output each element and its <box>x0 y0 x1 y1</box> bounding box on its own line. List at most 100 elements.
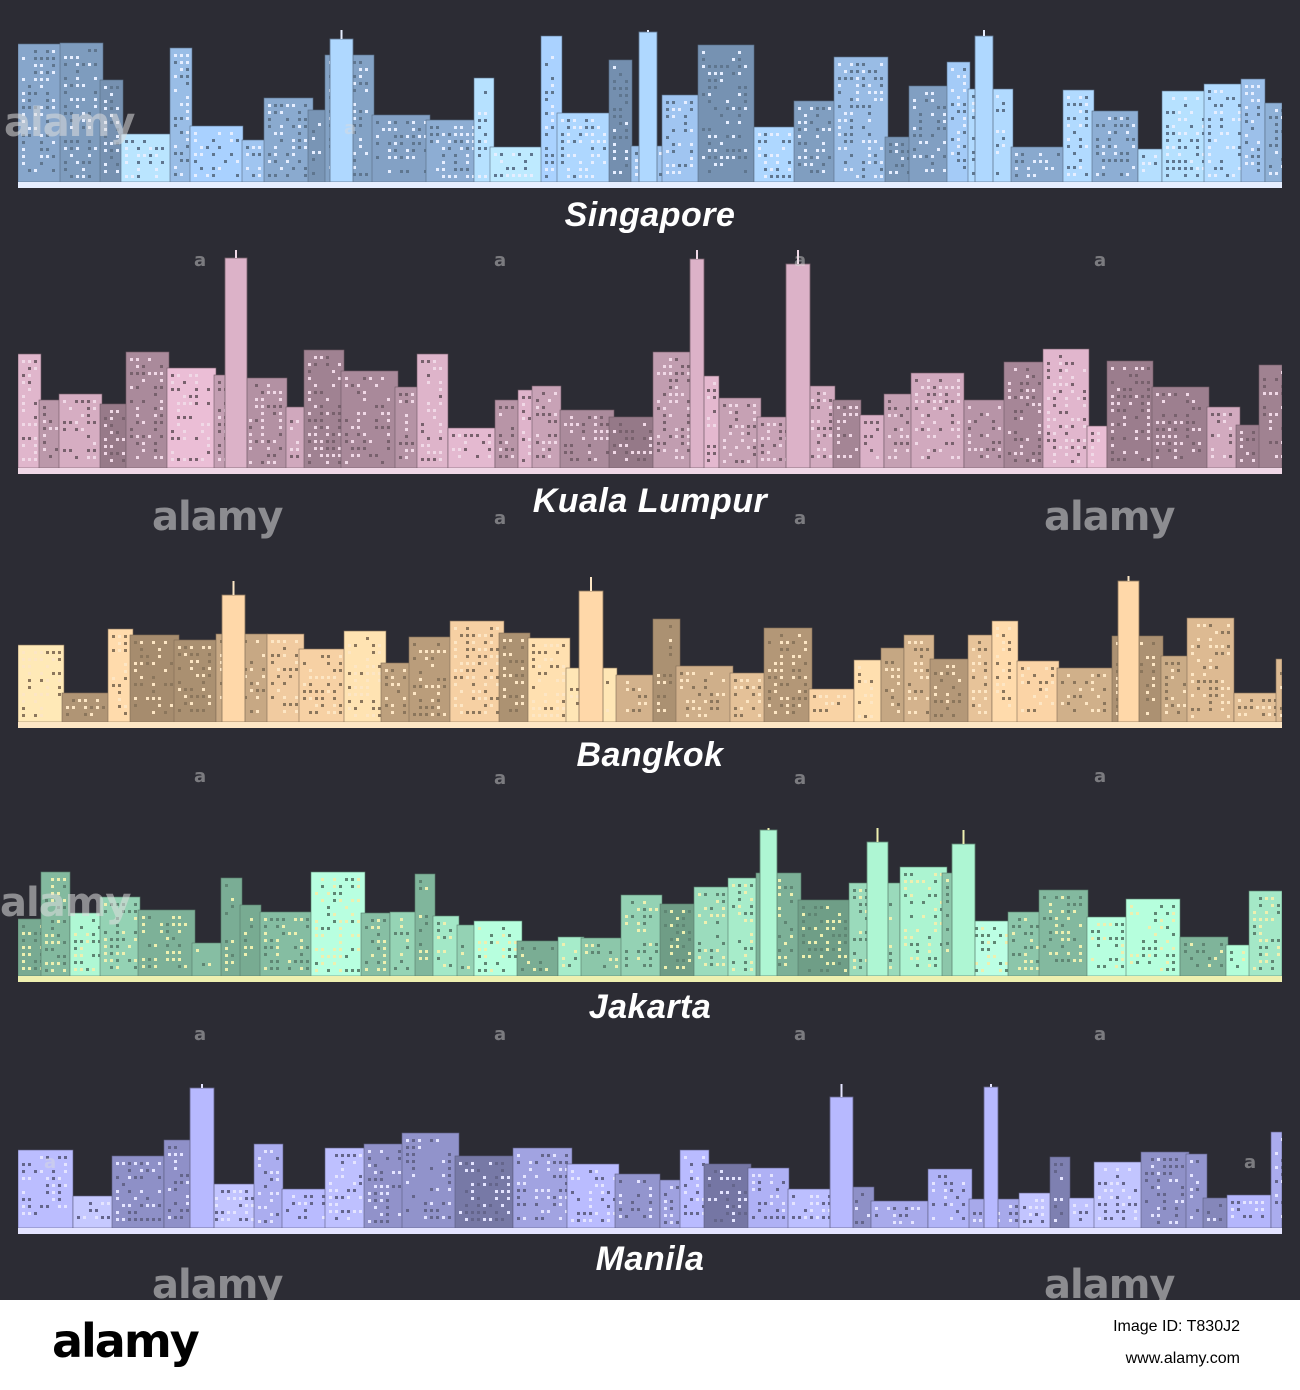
window <box>649 437 652 440</box>
window <box>521 646 524 649</box>
window <box>406 932 409 935</box>
window <box>862 140 865 143</box>
window <box>670 1214 673 1217</box>
window <box>439 451 442 454</box>
window <box>1197 680 1200 683</box>
window <box>496 648 499 651</box>
window <box>810 1195 813 1198</box>
window <box>1091 453 1094 456</box>
window <box>957 152 960 155</box>
window <box>508 948 511 951</box>
window <box>1027 167 1030 170</box>
window <box>403 704 406 707</box>
window <box>1047 439 1050 442</box>
window <box>567 154 570 157</box>
window <box>1055 896 1058 899</box>
window <box>1054 1170 1057 1173</box>
window <box>619 423 622 426</box>
ground-line <box>18 182 1282 188</box>
window <box>536 413 539 416</box>
window <box>230 153 233 156</box>
window <box>1073 903 1076 906</box>
window <box>837 434 840 437</box>
window <box>424 170 427 173</box>
window <box>786 704 789 707</box>
window <box>448 140 451 143</box>
window <box>770 1181 773 1184</box>
window <box>220 640 223 643</box>
window <box>338 454 341 457</box>
window <box>183 381 186 384</box>
window <box>798 156 801 159</box>
window <box>366 679 369 682</box>
window <box>190 688 193 691</box>
building <box>310 871 366 977</box>
window <box>802 934 805 937</box>
window <box>551 112 554 115</box>
window <box>832 948 835 951</box>
window <box>780 648 783 651</box>
window <box>544 672 547 675</box>
window <box>1065 369 1068 372</box>
window <box>1190 125 1193 128</box>
window <box>1067 695 1070 698</box>
window <box>22 658 25 661</box>
window <box>1116 691 1119 694</box>
building <box>281 1188 330 1229</box>
window <box>58 1184 61 1187</box>
window <box>925 155 928 158</box>
window <box>359 68 362 71</box>
building <box>512 1147 573 1229</box>
window <box>183 395 186 398</box>
window <box>1226 132 1229 135</box>
window <box>270 918 273 921</box>
window <box>559 1189 562 1192</box>
window <box>541 1189 544 1192</box>
window <box>613 171 616 174</box>
window <box>195 458 198 461</box>
window <box>366 637 369 640</box>
building <box>556 112 613 183</box>
window <box>729 404 732 407</box>
window <box>376 121 379 124</box>
window <box>161 161 164 164</box>
window <box>946 914 949 917</box>
window <box>351 948 354 951</box>
window <box>943 141 946 144</box>
window <box>380 1178 383 1181</box>
window <box>406 1160 409 1163</box>
window <box>925 169 928 172</box>
window <box>81 428 84 431</box>
window <box>998 427 1001 430</box>
window <box>201 423 204 426</box>
window <box>1014 368 1017 371</box>
window <box>376 135 379 138</box>
window <box>856 175 859 178</box>
window <box>1053 460 1056 463</box>
window <box>51 969 54 972</box>
window <box>399 393 402 396</box>
window <box>849 406 852 409</box>
window <box>439 458 442 461</box>
window <box>378 707 381 710</box>
window <box>46 1156 49 1159</box>
window <box>183 402 186 405</box>
window <box>919 120 922 123</box>
window <box>1051 702 1054 705</box>
window <box>858 680 861 683</box>
window <box>381 412 384 415</box>
window <box>603 965 606 968</box>
window <box>1061 938 1064 941</box>
window <box>776 1188 779 1191</box>
window <box>649 1215 652 1218</box>
window <box>554 420 557 423</box>
window <box>1221 701 1224 704</box>
window <box>466 711 469 714</box>
window <box>484 147 487 150</box>
window <box>708 156 711 159</box>
window <box>926 697 929 700</box>
building <box>1151 386 1210 469</box>
window <box>1259 967 1262 970</box>
window <box>454 697 457 700</box>
poster: Singapore Kuala Lumpur Bangkok Jakarta M… <box>0 30 1282 1308</box>
